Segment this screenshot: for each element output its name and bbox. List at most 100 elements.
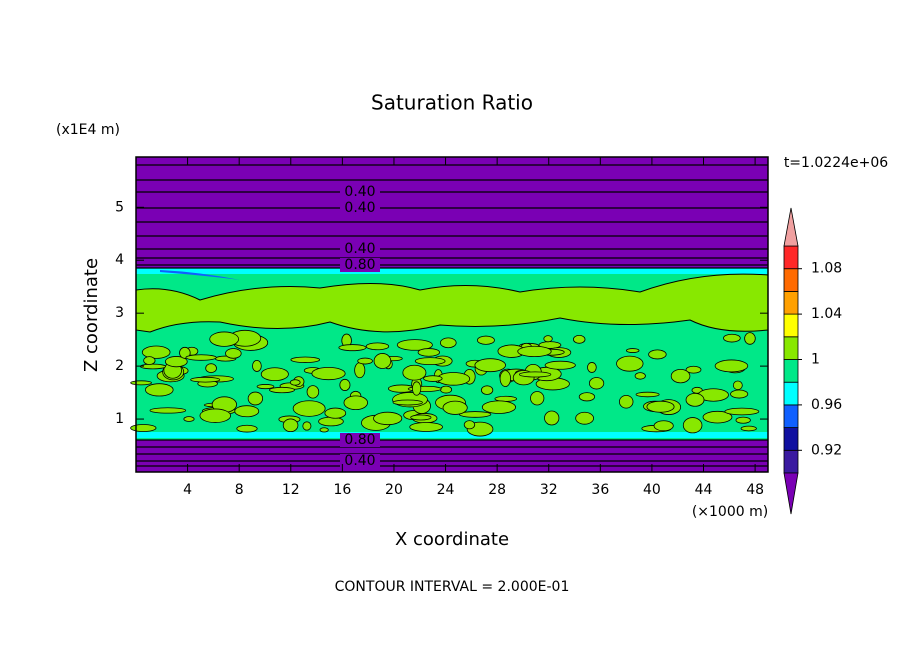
field-patch [282,418,299,433]
colorbar-box [783,268,799,292]
field-patch [744,332,756,345]
field-patch [234,405,260,418]
field-patch [635,391,660,398]
field-patch [409,422,443,432]
field-patch [130,424,157,432]
time-label: t=1.0224e+06 [784,155,888,171]
colorbar-tick-label: 1 [811,352,820,368]
x-tick-label: 4 [183,482,192,498]
y-tick-label: 3 [115,305,124,321]
field-patch [160,270,240,280]
field-patch [402,364,427,381]
field-patch [544,360,576,370]
field-edge [136,432,768,438]
field-patch [481,400,517,414]
contour-label: 0.40 [344,453,375,469]
plot-frame [135,156,769,473]
field-patch [572,334,586,344]
label-bg [340,185,380,199]
field-patch [517,345,552,358]
field-patch [236,424,258,433]
field-patch [164,356,188,368]
colorbar-tick-label: 1.04 [811,306,842,322]
field-patch [130,380,152,386]
x-tick-label: 32 [540,482,558,498]
field-patch [183,416,195,422]
x-tick-label: 36 [591,482,609,498]
field-patch [530,391,545,406]
field-patch [442,400,468,415]
x-unit: (×1000 m) [692,504,768,520]
contour-label: 0.40 [344,200,375,216]
field-patch [730,389,749,399]
field-patch [290,356,321,363]
x-tick-label: 20 [385,482,403,498]
field-patch [588,377,605,390]
colorbar-box [783,404,799,428]
field-patch [311,366,346,381]
field-patch [682,417,703,434]
colorbar-over [783,207,799,247]
colorbar-box [783,245,799,270]
field-patch [702,410,733,424]
x-tick-label: 28 [488,482,506,498]
field-patch [626,348,640,353]
field-patch [302,421,312,431]
y-axis-label: Z coordinate [81,258,102,372]
field-patch [587,362,597,373]
field-patch [646,400,675,413]
field-patch [199,408,231,423]
field-patch [324,407,347,419]
field-patch [578,392,596,402]
field-patch [411,381,422,396]
field-patch [634,372,646,380]
field-patch [723,333,741,343]
field-patch [318,416,344,427]
field-patch [499,370,511,387]
label-bg [340,433,380,447]
field-patch [247,391,264,406]
colorbar-box [783,427,799,451]
field-patch [476,335,495,345]
field-patch [423,375,443,382]
contour-field [130,157,769,472]
label-bg [340,258,380,272]
field-patch [439,337,457,349]
field-patch [289,379,301,386]
field-patch [714,359,749,373]
field-patch [141,345,171,359]
x-tick-label: 8 [235,482,244,498]
field-patch [205,363,217,374]
label-bg [340,242,380,256]
field-patch [292,400,326,417]
colorbar-box [783,381,799,406]
field-patch [149,407,187,414]
colorbar-box [783,313,799,338]
field-patch [365,342,390,351]
field-patch [269,386,295,394]
field-patch [474,358,506,373]
x-axis-label: X coordinate [395,529,509,550]
label-bg [340,454,380,468]
field-patch [685,392,705,407]
colorbar-box [783,449,799,474]
field-patch [440,385,453,394]
field-patch [392,399,423,406]
colorbar-box [783,336,799,360]
field-patch [410,414,432,421]
contour-label: 0.80 [344,257,375,273]
label-bg [340,201,380,215]
x-tick-label: 24 [437,482,455,498]
x-tick-label: 16 [333,482,351,498]
field-patch [724,407,760,416]
x-tick-label: 48 [746,482,764,498]
y-tick-label: 5 [115,199,124,215]
x-tick-label: 40 [643,482,661,498]
field-patch [618,394,634,409]
footer: CONTOUR INTERVAL = 2.000E-01 [335,579,570,595]
field-patch [685,365,702,374]
x-tick-label: 12 [282,482,300,498]
field-patch [732,380,743,391]
colorbar-under [783,472,799,515]
